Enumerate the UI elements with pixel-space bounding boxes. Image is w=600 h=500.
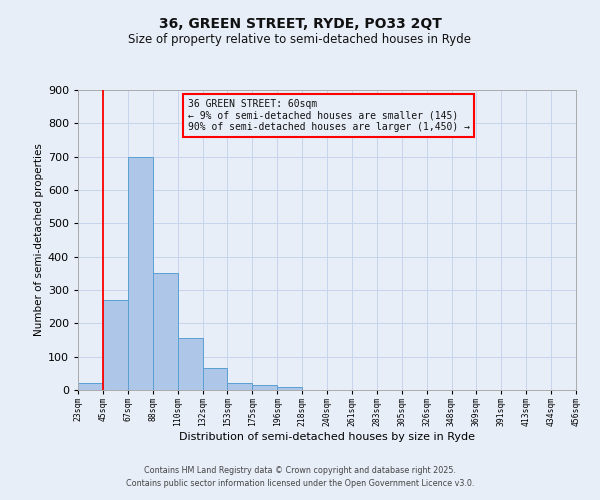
Text: Size of property relative to semi-detached houses in Ryde: Size of property relative to semi-detach… — [128, 32, 472, 46]
Bar — [227, 382, 253, 390]
Text: Contains HM Land Registry data © Crown copyright and database right 2025.
Contai: Contains HM Land Registry data © Crown c… — [126, 466, 474, 487]
Bar — [203, 368, 227, 390]
Bar — [78, 384, 103, 390]
Bar — [128, 156, 153, 390]
Bar — [103, 300, 128, 390]
Y-axis label: Number of semi-detached properties: Number of semi-detached properties — [34, 144, 44, 336]
X-axis label: Distribution of semi-detached houses by size in Ryde: Distribution of semi-detached houses by … — [179, 432, 475, 442]
Text: 36 GREEN STREET: 60sqm
← 9% of semi-detached houses are smaller (145)
90% of sem: 36 GREEN STREET: 60sqm ← 9% of semi-deta… — [188, 99, 470, 132]
Bar — [253, 385, 277, 390]
Text: 36, GREEN STREET, RYDE, PO33 2QT: 36, GREEN STREET, RYDE, PO33 2QT — [158, 18, 442, 32]
Bar — [152, 274, 178, 390]
Bar — [178, 338, 203, 390]
Bar — [277, 388, 302, 390]
